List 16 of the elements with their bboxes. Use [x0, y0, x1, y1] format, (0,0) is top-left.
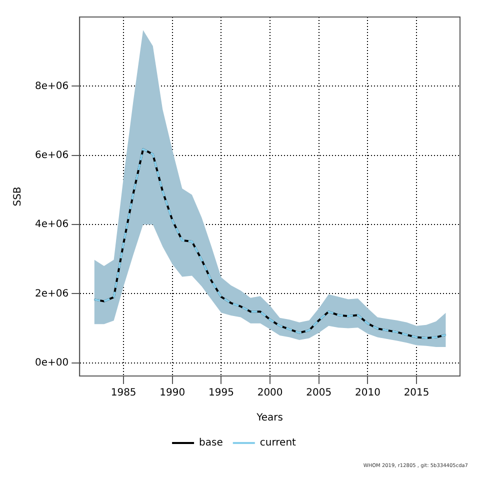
legend-label: base: [199, 438, 223, 449]
x-tick-label: 1985: [110, 388, 136, 399]
x-tick-label: 2005: [306, 388, 332, 399]
y-axis-title: SSB: [12, 186, 24, 206]
legend-label: current: [260, 438, 296, 449]
x-tick-label: 2010: [354, 388, 380, 399]
y-tick-label: 0e+00: [34, 357, 69, 368]
x-tick-label: 2015: [404, 388, 430, 399]
x-tick-label: 1990: [160, 388, 186, 399]
y-tick-label: 8e+06: [34, 80, 69, 92]
x-tick-label: 1995: [208, 388, 234, 399]
y-tick-label: 2e+06: [34, 288, 69, 300]
x-tick-label: 2000: [257, 388, 283, 399]
y-tick-label: 4e+06: [34, 219, 69, 230]
x-axis-title: Years: [256, 412, 284, 424]
y-tick-label: 6e+06: [34, 150, 69, 161]
